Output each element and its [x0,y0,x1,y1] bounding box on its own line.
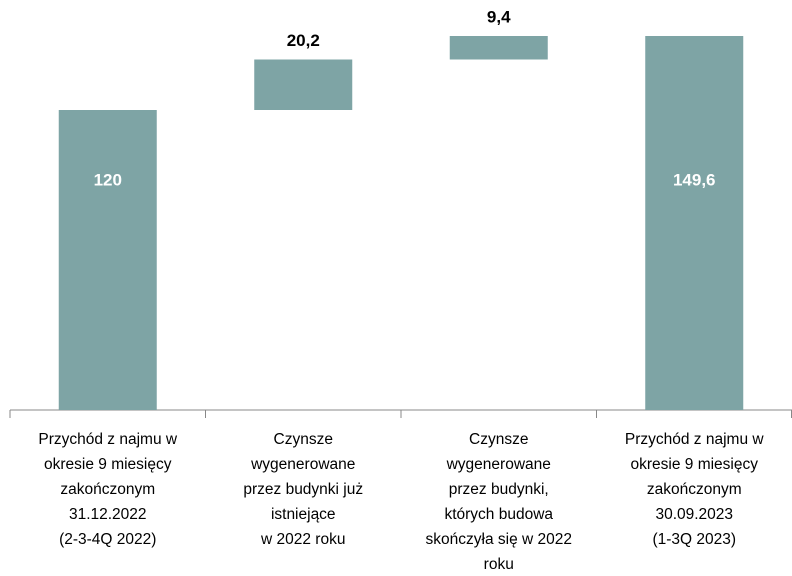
x-tick-label: istniejące [271,506,336,523]
x-tick-label: okresie 9 miesięcy [631,456,759,473]
x-tick-label: wygenerowane [446,456,551,473]
x-tick-label: okresie 9 miesięcy [44,456,172,473]
x-tick-label: przez budynki już [243,481,363,498]
x-tick-label: wygenerowane [250,456,355,473]
x-tick-label: zakończonym [60,481,155,498]
bar [645,36,744,410]
bar [58,110,157,410]
x-tick-label: 30.09.2023 [655,506,733,523]
x-tick-label: skończyła się w 2022 [426,531,572,548]
x-tick-label: (1-3Q 2023) [652,531,736,548]
x-tick-label: 31.12.2022 [69,506,147,523]
value-label: 120 [94,170,122,189]
x-tick-label: których budowa [444,506,553,523]
x-tick-label: (2-3-4Q 2022) [59,531,156,548]
x-tick-label: zakończonym [647,481,742,498]
x-tick-label: Czynsze [469,431,528,448]
value-label: 20,2 [287,31,320,50]
x-tick-label: Przychód z najmu w [38,431,177,448]
value-label: 149,6 [673,170,716,189]
bar [254,59,353,110]
x-tick-label: Przychód z najmu w [625,431,764,448]
x-tick-label: Czynsze [274,431,333,448]
x-tick-label: w 2022 roku [260,531,345,548]
bar [449,36,548,60]
value-label: 9,4 [487,7,511,26]
x-tick-label: przez budynki, [449,481,549,498]
x-tick-label: roku [484,556,514,573]
